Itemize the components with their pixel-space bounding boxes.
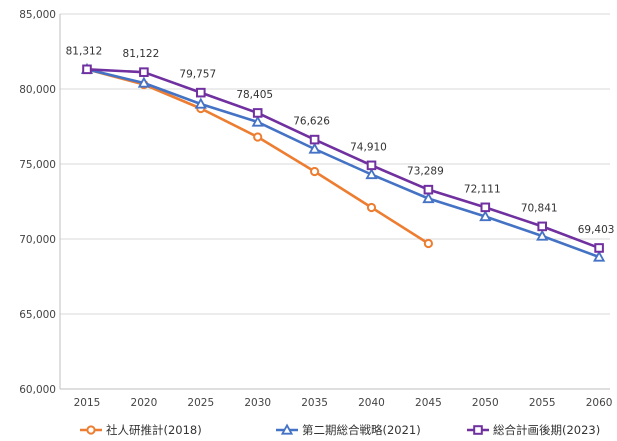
legend-marker: [86, 425, 96, 435]
legend-marker: [473, 425, 483, 435]
legend: 社人研推計(2018) 第二期総合戦略(2021) 総合計画後期(2023): [80, 423, 600, 437]
legend-marker: [280, 423, 294, 435]
data-label: 70,841: [521, 202, 558, 214]
x-tick-label: 2045: [415, 397, 442, 409]
data-point: [82, 64, 92, 75]
data-label: 78,405: [236, 89, 273, 101]
legend-item: 総合計画後期(2023): [467, 423, 600, 437]
data-label: 79,757: [179, 69, 216, 81]
data-point: [592, 250, 606, 262]
x-tick-label: 2050: [472, 397, 499, 409]
data-point: [308, 142, 321, 154]
data-point: [309, 134, 320, 145]
data-point: [537, 221, 548, 232]
series-lines: [80, 62, 606, 262]
x-tick-label: 2025: [187, 397, 214, 409]
data-label: 76,626: [293, 116, 330, 128]
x-tick-label: 2030: [244, 397, 271, 409]
data-label: 69,403: [578, 224, 615, 236]
data-point: [366, 160, 377, 171]
x-tick-label: 2035: [301, 397, 328, 409]
data-label: 72,111: [464, 183, 501, 195]
data-point: [310, 166, 320, 177]
series-line: [86, 68, 600, 259]
x-tick-label: 2060: [586, 397, 613, 409]
legend-label: 社人研推計(2018): [106, 423, 202, 437]
x-tick-label: 2055: [529, 397, 556, 409]
legend-label: 第二期総合戦略(2021): [302, 423, 421, 437]
y-tick-label: 80,000: [19, 84, 56, 96]
legend-item: 第二期総合戦略(2021): [276, 423, 421, 437]
series-3: [82, 64, 604, 253]
data-label: 74,910: [350, 141, 387, 153]
data-point: [137, 76, 151, 88]
data-point: [365, 168, 378, 180]
y-tick-label: 70,000: [19, 234, 56, 246]
data-labels: 81,312 81,122 79,757 78,405 76,626 74,910 73,2…: [66, 45, 615, 236]
y-tick-label: 75,000: [19, 159, 56, 171]
data-label: 73,289: [407, 166, 444, 178]
y-tick-label: 65,000: [19, 309, 56, 321]
data-point: [480, 202, 491, 213]
y-tick-label: 85,000: [19, 9, 56, 21]
y-tick-label: 60,000: [19, 384, 56, 396]
legend-label: 総合計画後期(2023): [493, 423, 600, 437]
x-tick-label: 2020: [131, 397, 158, 409]
data-label: 81,312: [66, 45, 103, 57]
data-point: [253, 132, 263, 142]
series-2: [80, 62, 606, 262]
data-point: [252, 108, 263, 118]
data-point: [423, 238, 433, 249]
data-point: [139, 67, 149, 77]
data-point: [423, 184, 434, 195]
data-point: [479, 210, 492, 222]
data-point: [422, 192, 435, 204]
data-point: [594, 243, 604, 253]
data-point: [196, 87, 206, 98]
data-point: [366, 202, 377, 213]
data-point: [194, 97, 207, 109]
x-tick-label: 2040: [358, 397, 385, 409]
data-point: [536, 229, 549, 241]
series-line: [86, 68, 600, 250]
data-label: 81,122: [123, 48, 160, 60]
legend-item: 社人研推計(2018): [80, 423, 202, 437]
axes: 60,000 65,000 70,000 75,000 80,000 85,000 2015…: [19, 9, 612, 409]
x-tick-label: 2015: [74, 397, 101, 409]
data-point: [251, 115, 264, 127]
